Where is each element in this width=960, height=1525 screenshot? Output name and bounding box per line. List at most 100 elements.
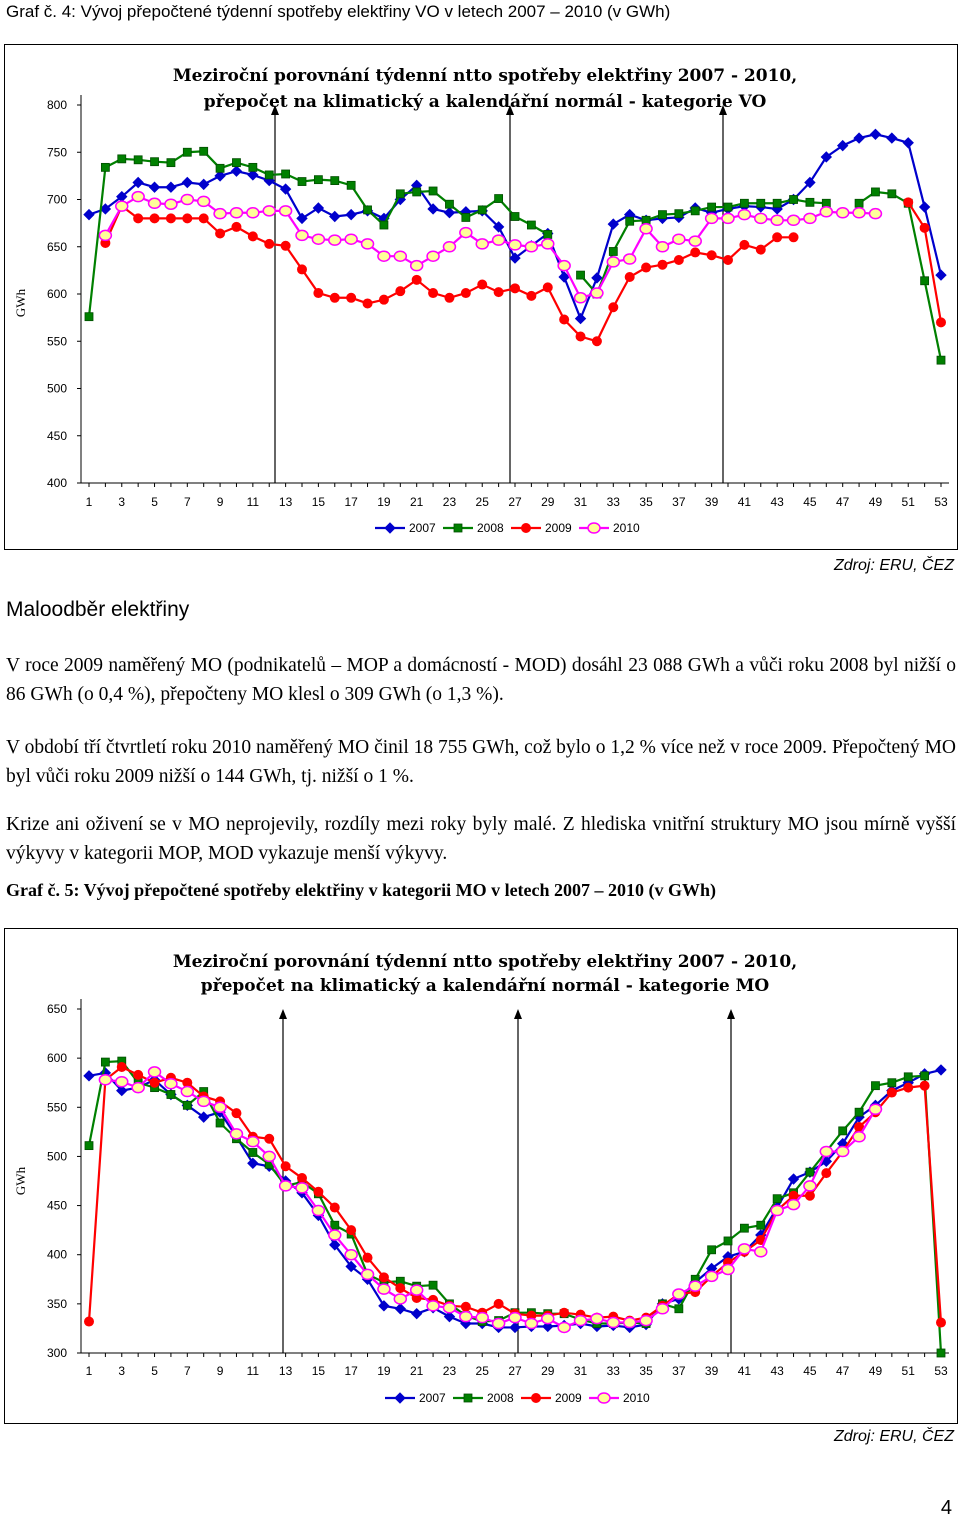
data-point-2009 — [804, 1190, 815, 1201]
data-point-2010 — [426, 250, 440, 262]
data-point-2007 — [345, 208, 357, 221]
data-point-2008 — [707, 1245, 717, 1255]
data-point-2009 — [231, 1108, 242, 1119]
data-point-2007 — [197, 178, 210, 191]
data-point-2009 — [936, 317, 946, 328]
x-tick-label: 27 — [508, 1364, 522, 1378]
y-tick-label: 650 — [47, 240, 67, 254]
data-point-2009 — [886, 1087, 897, 1098]
y-tick-label: 450 — [47, 1199, 67, 1213]
data-point-2009 — [575, 331, 586, 342]
legend-label-2008: 2008 — [477, 521, 504, 535]
y-axis-label: GWh — [13, 1166, 28, 1195]
x-tick-label: 7 — [184, 1364, 191, 1378]
data-point-2010 — [754, 212, 768, 225]
data-point-2008 — [576, 270, 585, 280]
x-tick-label: 9 — [217, 1364, 224, 1378]
data-point-2009 — [313, 1186, 324, 1197]
data-point-2007 — [181, 176, 194, 189]
x-tick-label: 3 — [118, 495, 125, 509]
data-point-2007 — [230, 165, 243, 177]
x-tick-label: 17 — [344, 495, 358, 509]
data-point-2008 — [100, 1057, 110, 1067]
x-tick-label: 13 — [279, 495, 293, 509]
chart-vo: Meziroční porovnání týdenní ntto spotřeb… — [4, 44, 958, 550]
x-tick-label: 3 — [118, 1364, 125, 1378]
data-point-2010 — [688, 1280, 702, 1292]
data-point-2009 — [608, 302, 619, 313]
data-point-2010 — [491, 234, 506, 246]
data-point-2009 — [739, 239, 750, 250]
data-point-2007 — [492, 221, 505, 233]
data-point-2008 — [182, 147, 192, 157]
data-point-2007 — [918, 201, 931, 213]
data-point-2008 — [707, 202, 717, 212]
data-point-2007 — [247, 169, 259, 181]
data-point-2008 — [887, 1078, 897, 1088]
x-tick-label: 31 — [574, 495, 588, 509]
data-point-2008 — [461, 213, 471, 222]
data-point-2010 — [377, 250, 391, 262]
x-tick-label: 7 — [184, 495, 191, 509]
x-tick-label: 17 — [344, 1364, 358, 1378]
y-tick-label: 300 — [47, 1346, 67, 1360]
data-point-2008 — [756, 198, 766, 208]
chart-vo-svg: Meziroční porovnání týdenní ntto spotřeb… — [13, 66, 949, 535]
data-point-2007 — [820, 151, 833, 163]
data-point-2009 — [903, 197, 914, 208]
data-point-2010 — [360, 238, 375, 250]
data-point-2007 — [787, 1173, 800, 1185]
data-point-2010 — [115, 1075, 129, 1088]
legend-label-2010: 2010 — [623, 1391, 650, 1405]
series-line-2008 — [579, 198, 827, 297]
annotation-arrow-head — [727, 1009, 735, 1019]
y-tick-label: 400 — [47, 476, 67, 490]
data-point-2008 — [805, 197, 815, 207]
data-point-2010 — [180, 193, 195, 206]
data-point-2007 — [345, 1260, 357, 1273]
data-point-2009 — [624, 271, 635, 282]
data-point-2010 — [98, 229, 113, 242]
data-point-2008 — [100, 162, 110, 172]
data-point-2009 — [362, 1252, 373, 1263]
data-point-2010 — [573, 292, 588, 304]
x-tick-label: 53 — [934, 495, 948, 509]
x-tick-label: 35 — [639, 1364, 653, 1378]
data-point-2010 — [475, 238, 489, 250]
data-point-2010 — [196, 195, 211, 208]
data-point-2008 — [248, 1148, 258, 1157]
x-tick-label: 9 — [217, 495, 224, 509]
data-point-2009 — [149, 1077, 160, 1088]
data-point-2009 — [428, 288, 439, 299]
data-point-2009 — [395, 286, 406, 297]
data-point-2009 — [346, 292, 357, 303]
x-tick-label: 11 — [247, 495, 260, 509]
y-tick-label: 550 — [47, 1100, 67, 1114]
x-tick-label: 39 — [705, 495, 719, 509]
data-point-2009 — [329, 292, 340, 303]
page-number: 4 — [940, 1497, 952, 1519]
data-point-2009 — [919, 222, 930, 233]
data-point-2010 — [852, 1131, 866, 1143]
x-tick-label: 15 — [312, 1364, 326, 1378]
data-point-2007 — [443, 207, 456, 219]
data-point-2008 — [248, 162, 258, 172]
data-point-2009 — [706, 250, 717, 261]
data-point-2009 — [690, 247, 701, 258]
y-tick-label: 450 — [47, 429, 67, 443]
data-point-2007 — [509, 252, 521, 264]
data-point-2009 — [313, 288, 324, 299]
data-point-2009 — [411, 274, 422, 285]
data-point-2008 — [477, 205, 487, 215]
data-point-2010 — [459, 1310, 473, 1323]
x-tick-label: 23 — [443, 1364, 457, 1378]
data-point-2008 — [215, 163, 225, 173]
data-point-2009 — [493, 287, 504, 298]
data-point-2009 — [821, 1168, 832, 1179]
data-point-2007 — [116, 1084, 128, 1097]
data-point-2009 — [919, 1080, 930, 1091]
data-point-2010 — [229, 1128, 244, 1140]
data-point-2008 — [232, 158, 241, 168]
data-point-2010 — [639, 1314, 653, 1327]
data-point-2010 — [672, 233, 686, 245]
